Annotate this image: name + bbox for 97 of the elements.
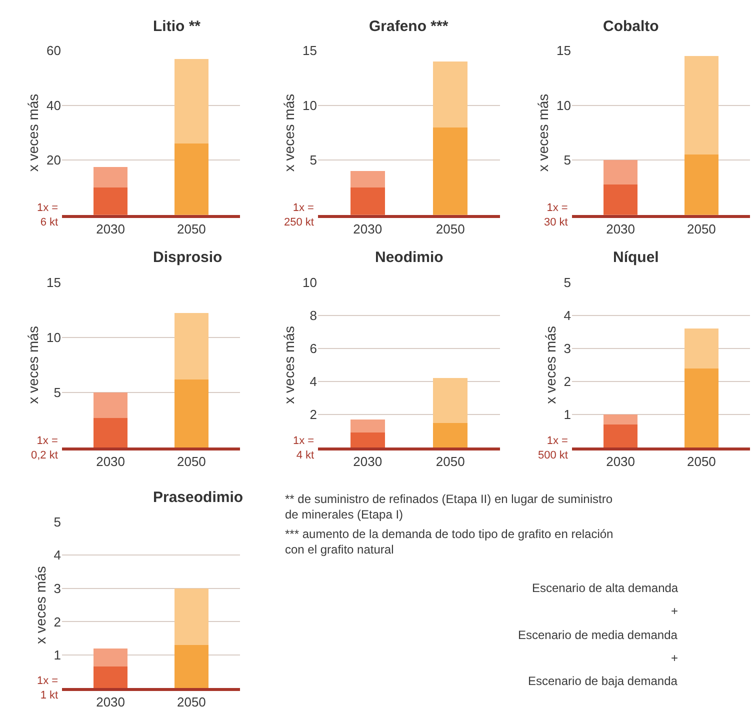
bar	[174, 58, 208, 144]
y-tick-label: 4	[54, 548, 61, 563]
y-tick-label: 5	[564, 274, 571, 290]
text: +	[671, 604, 678, 618]
x-tick-label: 2030	[96, 454, 126, 469]
y-tick-label: 10	[556, 98, 571, 113]
text: ** de suministro de refinados (Etapa II) en lugar de suministro de minerales (Etapa I)	[285, 492, 613, 522]
text: 1x = 500 kt	[538, 435, 568, 462]
y-axis-title: x veces más	[542, 326, 558, 404]
y-tick-label: 2	[564, 374, 571, 390]
chart-title: Níquel	[613, 249, 659, 266]
y-tick-label: 2	[54, 614, 61, 630]
text: 1x = 1 kt	[37, 675, 58, 702]
y-tick-label: 20	[46, 152, 61, 168]
chart-title: Disprosio	[153, 249, 222, 266]
bar	[604, 414, 638, 424]
x-tick-label: 2050	[176, 454, 206, 469]
y-tick-label: 6	[310, 340, 317, 356]
y-axis-title: x veces más	[535, 94, 552, 172]
y-tick-label: 10	[302, 274, 317, 290]
chart-title: Grafeno ***	[369, 18, 448, 35]
bar	[684, 368, 718, 448]
chart-title: Litio **	[153, 18, 201, 35]
text: Escenario de media demanda	[518, 628, 678, 642]
x-tick-label: 2050	[436, 454, 465, 469]
bar	[350, 188, 386, 215]
x-tick-label: 2030	[96, 694, 126, 710]
y-tick-label: 4	[564, 308, 571, 323]
y-tick-label: 2	[310, 407, 317, 422]
y-tick-label: 5	[564, 152, 571, 168]
x-tick-label: 2030	[96, 221, 126, 236]
bar	[94, 666, 128, 688]
x-tick-label: 2050	[176, 221, 206, 236]
bar	[94, 648, 128, 667]
x-tick-label: 2030	[606, 454, 636, 469]
y-axis-title: x veces más	[25, 94, 42, 172]
y-tick-label: 5	[310, 152, 317, 168]
bar	[684, 154, 718, 215]
x-tick-label: 2030	[353, 454, 382, 469]
y-tick-label: 8	[310, 308, 317, 323]
bar	[684, 328, 718, 368]
y-tick-label: 1	[564, 407, 571, 422]
text: Escenario de baja demanda	[528, 674, 678, 688]
chart-title: Cobalto	[603, 18, 659, 35]
chart-title: Praseodimio	[153, 489, 244, 506]
bar	[604, 160, 638, 184]
x-tick-label: 2030	[606, 221, 636, 236]
text: +	[671, 651, 678, 665]
bar	[684, 56, 718, 155]
y-tick-label: 40	[46, 98, 61, 113]
x-tick-label: 2050	[686, 221, 716, 236]
bar	[432, 422, 468, 448]
bar	[432, 127, 468, 215]
y-tick-label: 4	[310, 374, 317, 390]
y-tick-label: 3	[564, 340, 571, 356]
y-tick-label: 60	[46, 43, 61, 58]
bar	[604, 424, 638, 448]
bar	[174, 588, 208, 645]
y-tick-label: 15	[556, 43, 571, 58]
y-axis-title: x veces más	[281, 94, 298, 172]
x-tick-label: 2050	[176, 694, 206, 710]
text: 1x = 250 kt	[284, 202, 314, 228]
text: 1x = 0,2 kt	[31, 435, 58, 462]
bar	[604, 184, 638, 215]
text: 1x = 6 kt	[37, 202, 58, 228]
y-axis-title: x veces más	[32, 566, 48, 644]
text: Escenario de alta demanda	[532, 581, 678, 595]
chart-title: Neodimio	[375, 249, 444, 266]
x-tick-label: 2050	[686, 454, 716, 469]
bar	[94, 166, 128, 188]
bar	[174, 144, 208, 215]
y-tick-label: 1	[54, 648, 61, 663]
bar	[350, 171, 386, 188]
bar	[94, 392, 128, 418]
y-tick-label: 5	[54, 385, 61, 400]
bar	[174, 379, 208, 448]
bar	[94, 188, 128, 215]
y-tick-label: 5	[54, 514, 61, 530]
y-axis-title: x veces más	[281, 326, 298, 404]
bar	[174, 313, 208, 380]
y-tick-label: 10	[46, 330, 61, 345]
bar	[174, 644, 208, 688]
y-tick-label: 10	[302, 98, 317, 113]
text: *** aumento de la demanda de todo tipo de grafito en relación con el grafito natural	[285, 527, 614, 557]
bar	[432, 378, 468, 423]
y-axis-title: x veces más	[25, 326, 42, 404]
y-tick-label: 15	[46, 274, 61, 290]
bar	[94, 418, 128, 448]
text: 1x = 30 kt	[544, 202, 568, 228]
text: 1x = 4 kt	[293, 435, 314, 462]
x-tick-label: 2030	[353, 221, 382, 236]
bar	[432, 62, 468, 128]
y-tick-label: 3	[54, 580, 61, 596]
bar	[350, 420, 386, 433]
bar	[350, 432, 386, 448]
x-tick-label: 2050	[436, 221, 465, 236]
y-tick-label: 15	[302, 43, 317, 58]
